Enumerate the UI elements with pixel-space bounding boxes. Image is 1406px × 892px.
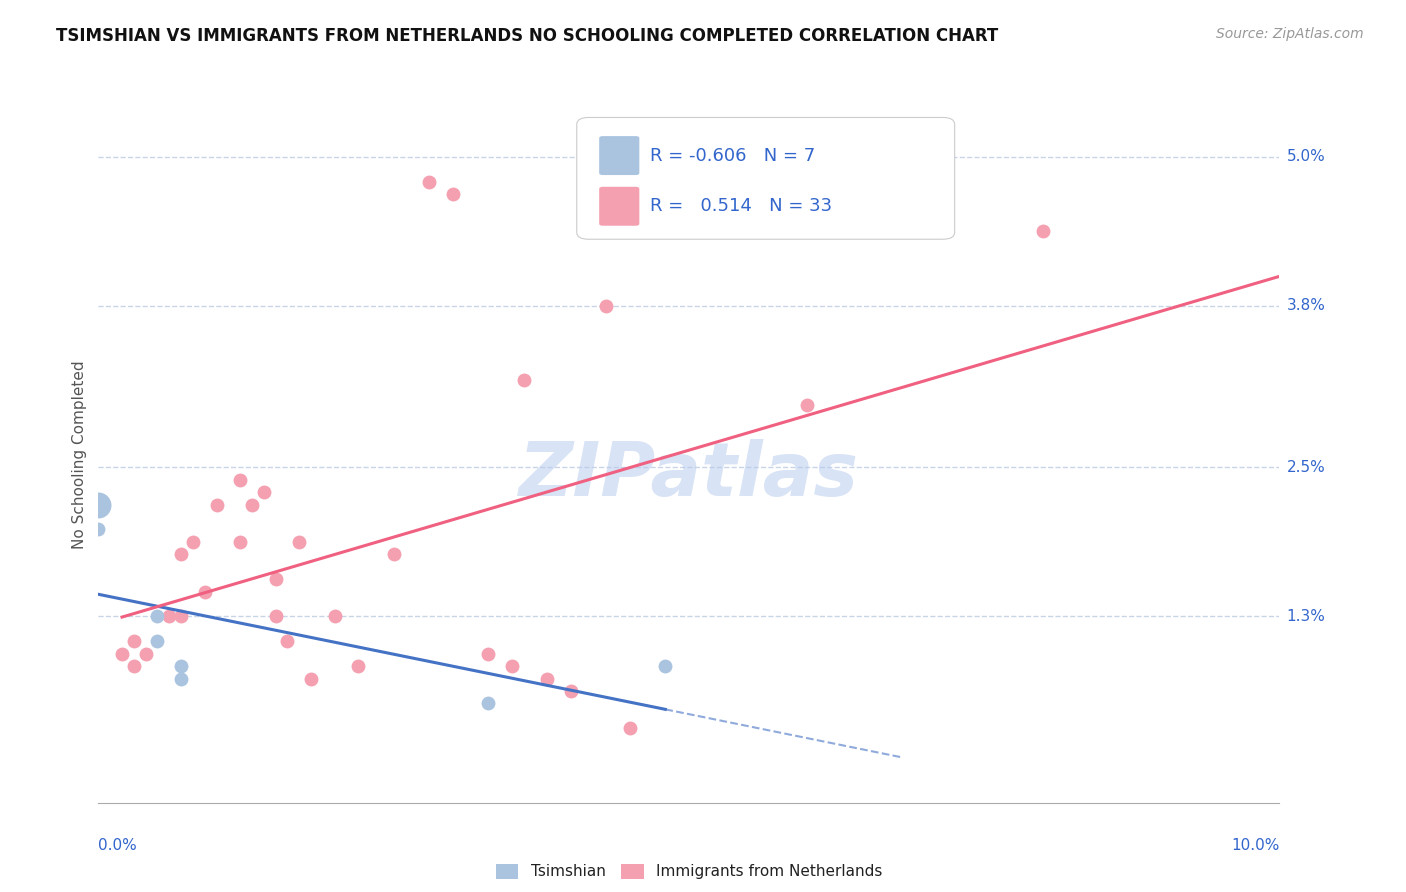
- Point: [1032, 224, 1054, 238]
- Point: [264, 609, 287, 624]
- Point: [253, 485, 276, 500]
- Point: [229, 534, 252, 549]
- Point: [382, 547, 405, 561]
- Point: [276, 634, 298, 648]
- Text: 1.3%: 1.3%: [1286, 609, 1326, 624]
- Point: [477, 697, 499, 711]
- Point: [240, 498, 263, 512]
- Text: R =   0.514   N = 33: R = 0.514 N = 33: [650, 197, 832, 215]
- Text: R = -0.606   N = 7: R = -0.606 N = 7: [650, 146, 815, 164]
- Text: 10.0%: 10.0%: [1232, 838, 1279, 854]
- FancyBboxPatch shape: [576, 118, 955, 239]
- Point: [288, 534, 311, 549]
- Point: [560, 684, 582, 698]
- Point: [347, 659, 370, 673]
- Text: TSIMSHIAN VS IMMIGRANTS FROM NETHERLANDS NO SCHOOLING COMPLETED CORRELATION CHAR: TSIMSHIAN VS IMMIGRANTS FROM NETHERLANDS…: [56, 27, 998, 45]
- Text: 2.5%: 2.5%: [1286, 460, 1326, 475]
- Point: [170, 672, 193, 686]
- Point: [146, 609, 169, 624]
- FancyBboxPatch shape: [599, 136, 640, 175]
- Text: Source: ZipAtlas.com: Source: ZipAtlas.com: [1216, 27, 1364, 41]
- Point: [170, 659, 193, 673]
- Point: [536, 672, 558, 686]
- Point: [477, 647, 499, 661]
- Point: [87, 498, 110, 512]
- Point: [194, 584, 217, 599]
- Point: [512, 373, 534, 387]
- Point: [170, 547, 193, 561]
- Text: ZIPatlas: ZIPatlas: [519, 439, 859, 512]
- FancyBboxPatch shape: [599, 186, 640, 226]
- Text: 5.0%: 5.0%: [1286, 149, 1326, 164]
- Point: [418, 175, 440, 189]
- Point: [122, 634, 145, 648]
- Point: [170, 609, 193, 624]
- Point: [654, 659, 676, 673]
- Point: [796, 398, 818, 412]
- Point: [299, 672, 322, 686]
- Y-axis label: No Schooling Completed: No Schooling Completed: [72, 360, 87, 549]
- Point: [619, 721, 641, 735]
- Point: [264, 572, 287, 586]
- Point: [323, 609, 346, 624]
- Point: [205, 498, 228, 512]
- Point: [181, 534, 204, 549]
- Point: [501, 659, 523, 673]
- Point: [111, 647, 134, 661]
- Point: [87, 523, 110, 537]
- Point: [157, 609, 180, 624]
- Point: [122, 659, 145, 673]
- Point: [229, 473, 252, 487]
- Point: [135, 647, 157, 661]
- Text: 0.0%: 0.0%: [98, 838, 138, 854]
- Point: [441, 187, 464, 202]
- Point: [146, 634, 169, 648]
- Point: [87, 498, 110, 512]
- Point: [595, 299, 617, 313]
- Text: 3.8%: 3.8%: [1286, 298, 1326, 313]
- Legend: Tsimshian, Immigrants from Netherlands: Tsimshian, Immigrants from Netherlands: [489, 857, 889, 886]
